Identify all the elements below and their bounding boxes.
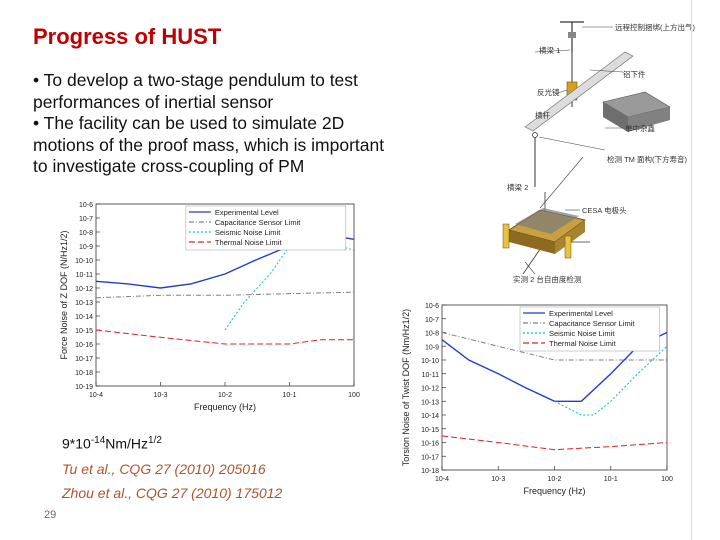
legend-label: Capacitance Sensor Limit [549,319,635,328]
apparatus-label: 横杆 [535,110,550,120]
apparatus-label: 实测 2 台自由度检测 [513,274,581,284]
y-tick-label: 10-11 [76,272,93,279]
force-noise-chart: 10-4 10-3 10-2 10-1 100 10-6 10-7 10-8 10-9 10-10… [59,202,360,412]
y-tick-label: 10-14 [75,314,93,321]
noise-level-note: 9*10-14Nm/Hz1/2 [62,435,162,452]
x-tick-label: 10-1 [282,392,296,399]
apparatus-label: 远程控制捆绑(上方出气) [615,22,695,32]
y-tick-label: 10-8 [79,230,93,237]
y-tick-label: 10-12 [75,286,93,293]
y-tick-label: 10-18 [421,468,439,475]
y-tick-label: 10-14 [421,413,439,420]
x-tick-label: 100 [661,476,673,483]
x-tick-label: 10-2 [218,392,232,399]
y-tick-label: 10-17 [75,356,93,363]
right-divider [691,0,692,540]
apparatus-label: 检测 TM 面构(下方寿音) [607,154,687,164]
y-tick-label: 10-9 [425,344,439,351]
bullet-line: • The facility can be used to simulate 2… [33,113,345,133]
apparatus-label: 铝下件 [623,69,646,79]
y-tick-label: 10-15 [75,328,93,335]
x-tick-label: 10-3 [491,476,505,483]
y-tick-label: 10-19 [75,384,93,391]
apparatus-label: CESA 电极头 [582,205,627,215]
note-unit: Nm/Hz [105,435,149,452]
y-tick-label: 10-6 [79,202,93,209]
legend-label: Experimental Level [215,208,279,217]
x-axis-label: Frequency (Hz) [194,402,256,412]
legend-label: Seismic Noise Limit [549,329,615,338]
apparatus-label: 横梁 2 [507,182,528,192]
note-unit-exponent: 1/2 [148,435,162,446]
y-tick-label: 10-15 [421,427,439,434]
series-line [95,329,354,345]
bullet-line: • To develop a two-stage pendulum to tes… [33,70,358,90]
reference-2: Zhou et al., CQG 27 (2010) 175012 [62,485,283,501]
apparatus-label: 反光镜 [537,87,560,97]
y-tick-label: 10-11 [422,372,439,379]
series-line [441,435,668,451]
y-tick-label: 10-16 [75,342,93,349]
y-tick-label: 10-8 [425,331,439,338]
x-tick-label: 10-1 [604,476,618,483]
apparatus-label: 单中杂鑫 [625,123,655,133]
x-tick-label: 10-4 [89,392,103,399]
series-line [95,291,355,299]
legend-label: Thermal Noise Limit [549,339,617,348]
legend-box [185,205,347,251]
y-tick-label: 10-7 [425,317,439,324]
y-axis-label: Force Noise of Z DOF (N/Hz1/2) [59,230,69,359]
legend-label: Capacitance Sensor Limit [215,218,301,227]
pendulum-apparatus-diagram: 远程控制捆绑(上方出气) 铝下件 横梁 1 反光镜 横杆 单中杂鑫 检测 TM … [502,21,695,284]
legend-label: Thermal Noise Limit [215,238,283,247]
series-line [441,332,667,361]
bullet-list: • To develop a two-stage pendulum to tes… [33,70,483,178]
y-tick-label: 10-6 [425,303,439,310]
reference-1: Tu et al., CQG 27 (2010) 205016 [62,461,266,477]
torsion-noise-chart: 10-4 10-3 10-2 10-1 100 10-6 10-7 10-8 10-9 10-10… [401,303,673,496]
y-tick-label: 10-10 [421,358,439,365]
bullet-line: motions of the proof mass, which is impo… [33,134,385,155]
y-tick-label: 10-17 [421,454,439,461]
note-base: 9*10 [62,435,91,452]
legend-box [519,306,660,352]
page-number: 29 [44,509,57,521]
y-tick-label: 10-18 [75,370,93,377]
y-tick-label: 10-9 [79,244,93,251]
note-exponent: -14 [90,435,106,446]
x-tick-label: 10-4 [435,476,449,483]
x-axis-label: Frequency (Hz) [523,486,585,496]
legend-label: Experimental Level [549,309,613,318]
apparatus-label: 横梁 1 [539,45,560,55]
y-tick-label: 10-16 [421,441,439,448]
y-axis-label: Torsion Noise of Twist DOF (Nm/Hz1/2) [401,309,411,466]
bullet-line: performances of inertial sensor [33,91,274,112]
slide-title: Progress of HUST [33,24,222,49]
x-tick-label: 10-2 [547,476,561,483]
series-line [554,345,668,416]
series-line [441,331,668,403]
y-tick-label: 10-13 [75,300,93,307]
y-tick-label: 10-10 [75,258,93,265]
y-tick-label: 10-12 [421,386,439,393]
x-tick-label: 10-3 [153,392,167,399]
bullet-line: to investigate cross-coupling of PM [33,156,305,176]
x-tick-label: 100 [348,392,360,399]
series-line [224,238,355,331]
y-tick-label: 10-13 [421,399,439,406]
y-tick-label: 10-7 [79,216,93,223]
legend-label: Seismic Noise Limit [215,228,281,237]
